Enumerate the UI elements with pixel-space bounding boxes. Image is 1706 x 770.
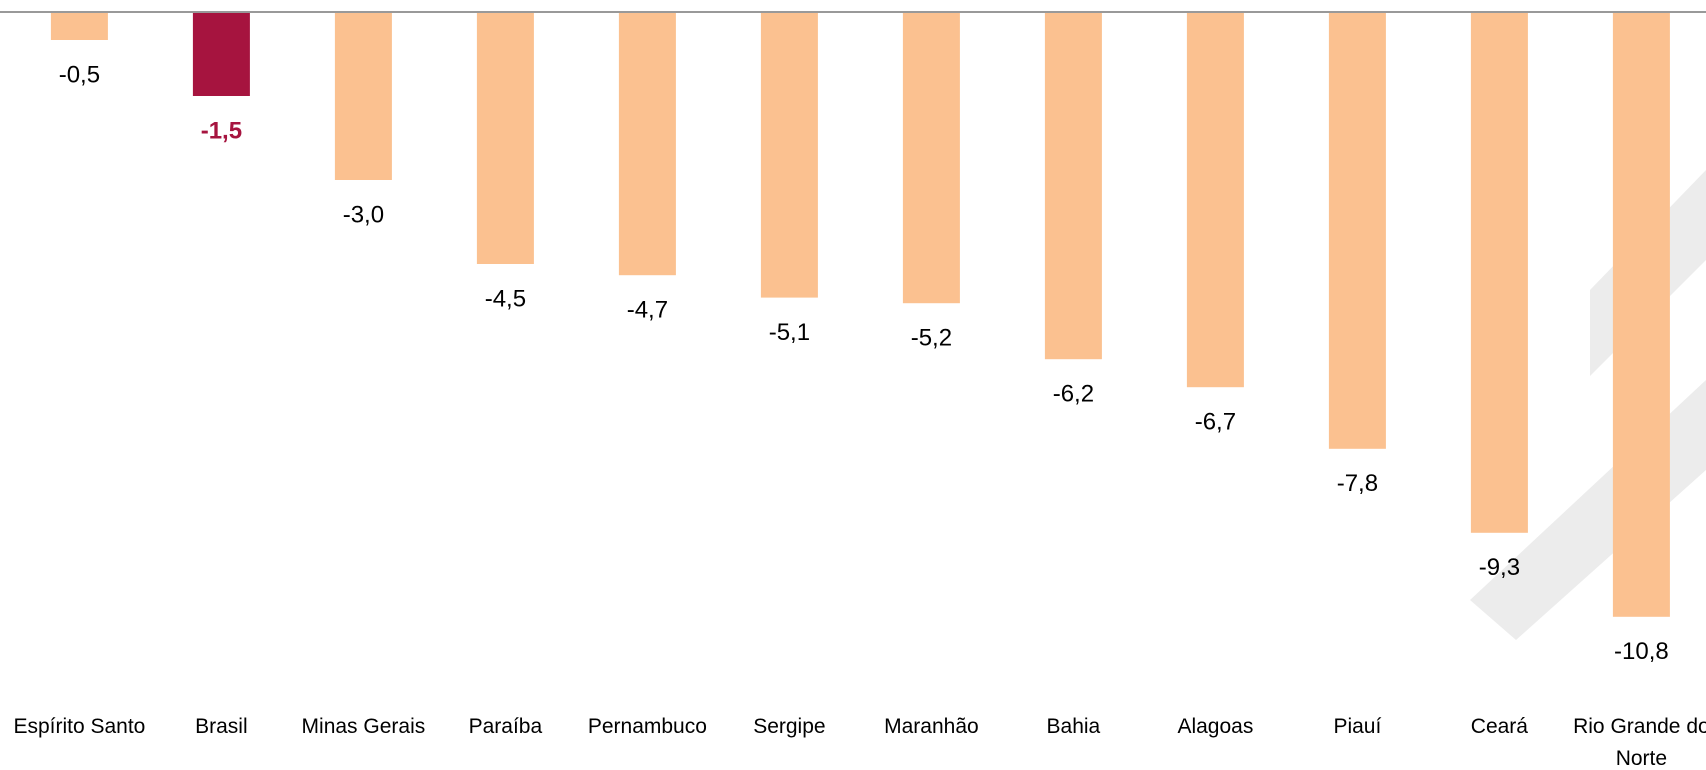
bar xyxy=(1470,12,1528,533)
value-label: -6,2 xyxy=(1053,381,1094,408)
bar xyxy=(334,12,392,180)
bar xyxy=(618,12,676,276)
x-tick-label: Pernambuco xyxy=(587,715,707,738)
value-label: -5,2 xyxy=(911,325,952,352)
x-tick-label: Maranhão xyxy=(884,715,979,738)
bar xyxy=(50,12,108,40)
value-label: -9,3 xyxy=(1479,554,1520,581)
x-tick-label: Brasil xyxy=(195,715,248,738)
value-label: -10,8 xyxy=(1614,638,1669,665)
x-tick-label: Espírito Santo xyxy=(13,715,146,738)
bars: -0,5 -1,5 -3,0 -4,5 -4,7 -5,1 -5,2 -6,2 -6,7 -7,8… xyxy=(50,12,1670,665)
x-tick-label: Sergipe xyxy=(753,715,826,738)
value-label: -3,0 xyxy=(343,201,384,228)
x-tick-label: Bahia xyxy=(1046,715,1101,738)
value-label: -7,8 xyxy=(1337,470,1378,497)
value-label: -4,5 xyxy=(485,285,526,312)
x-tick-label: Alagoas xyxy=(1177,715,1254,738)
bar xyxy=(902,12,960,304)
value-label: -5,1 xyxy=(769,319,810,346)
value-label: -4,7 xyxy=(627,297,668,324)
bar xyxy=(1186,12,1244,388)
x-tick-label: Paraíba xyxy=(468,715,543,738)
x-tick-label: Piauí xyxy=(1333,715,1382,738)
value-label: -6,7 xyxy=(1195,409,1236,436)
value-label: -1,5 xyxy=(201,117,242,144)
value-label: -0,5 xyxy=(59,61,100,88)
bar xyxy=(476,12,534,264)
x-tick-label: Ceará xyxy=(1470,715,1528,738)
bar xyxy=(192,12,250,96)
x-tick-label: Minas Gerais xyxy=(301,715,426,738)
bar xyxy=(1612,12,1670,617)
x-tick-label: Rio Grande do Norte xyxy=(1573,715,1706,770)
bar xyxy=(760,12,818,298)
bar xyxy=(1328,12,1386,449)
bar xyxy=(1044,12,1102,360)
